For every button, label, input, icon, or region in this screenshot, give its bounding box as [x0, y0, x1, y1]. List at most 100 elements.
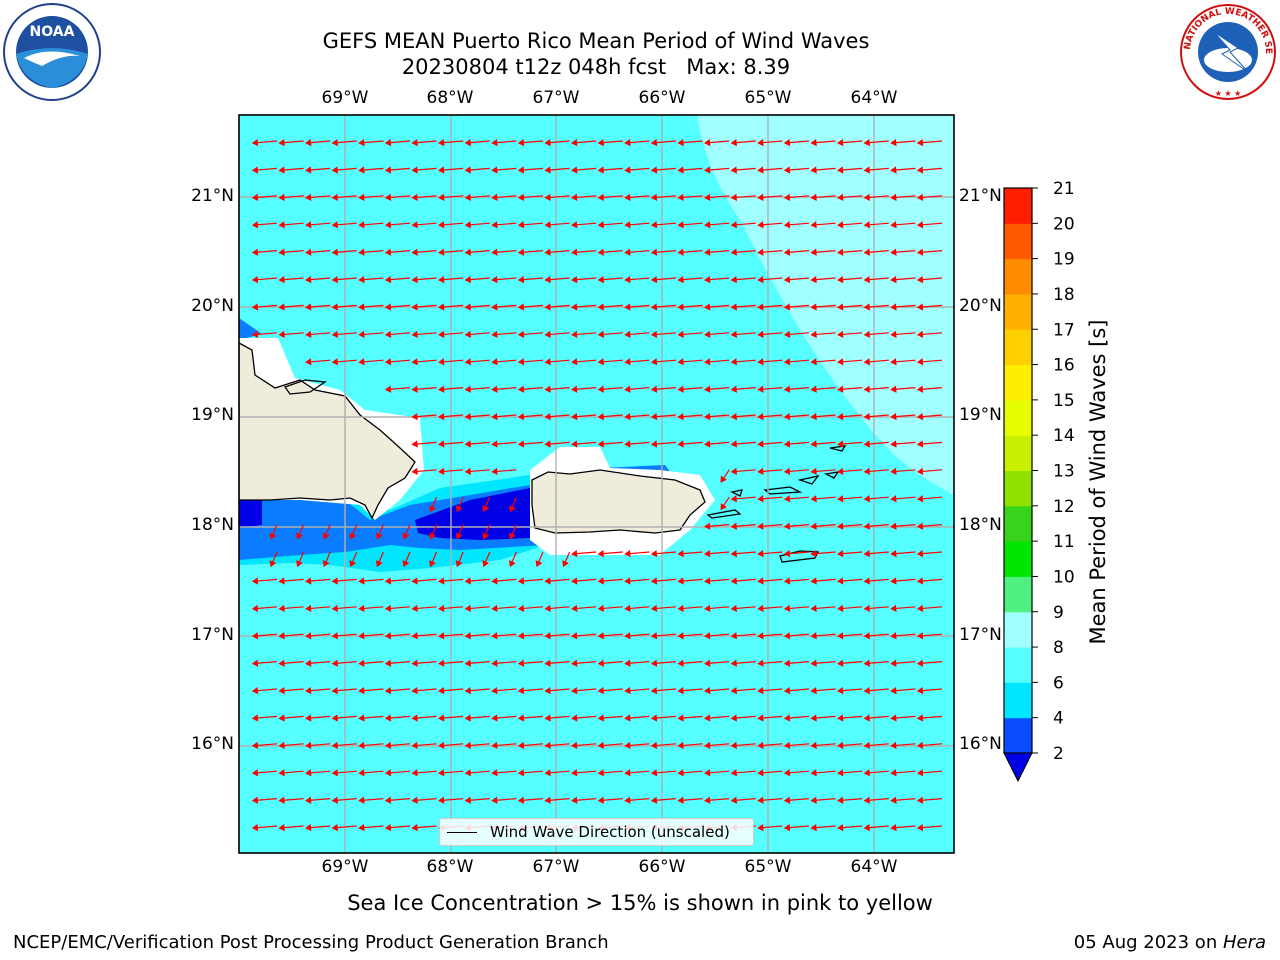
wind-wave-arrowhead: [783, 577, 791, 585]
wind-wave-arrowhead: [331, 193, 338, 202]
lat-label-left-16n: 16°N: [191, 734, 234, 754]
wind-wave-arrowhead: [783, 522, 791, 530]
wind-wave-direction-arrows: [251, 138, 943, 832]
wind-wave-arrowhead: [464, 796, 471, 804]
wind-wave-arrowhead: [916, 769, 924, 777]
wind-wave-arrowhead: [597, 330, 604, 339]
colorbar-segment: [1004, 717, 1032, 754]
vieques-island: [706, 509, 742, 519]
wind-wave-arrowhead: [650, 686, 658, 695]
wind-wave-arrowhead: [810, 495, 817, 503]
wind-wave-arrowhead: [358, 166, 365, 174]
wind-wave-arrowhead: [730, 138, 737, 147]
wind-wave-arrowhead: [411, 166, 418, 174]
wind-wave-arrowhead: [837, 604, 844, 613]
wind-wave-arrowhead: [544, 358, 551, 366]
wind-wave-arrowhead: [358, 741, 365, 750]
wind-wave-arrowhead: [837, 659, 844, 667]
wind-wave-arrowhead: [305, 330, 312, 339]
colorbar-tick-label: 20: [1053, 214, 1075, 234]
wind-wave-arrowhead: [863, 495, 870, 503]
wind-wave-arrowhead: [890, 495, 897, 503]
wind-wave-arrowhead: [278, 275, 285, 284]
colorbar-tick-label: 2: [1053, 744, 1064, 764]
wind-wave-arrowhead: [429, 560, 436, 568]
legend-line-swatch: [447, 831, 477, 833]
wind-wave-arrowhead: [597, 275, 604, 284]
wind-wave-arrowhead: [544, 193, 551, 202]
wind-wave-arrowhead: [305, 303, 312, 311]
wind-wave-arrowhead: [384, 358, 392, 366]
wind-wave-arrowhead: [305, 796, 312, 804]
wind-wave-arrowhead: [916, 275, 924, 284]
wind-wave-arrowhead: [916, 632, 924, 640]
wind-wave-arrowhead: [438, 275, 445, 284]
colorbar-tick-label: 9: [1053, 603, 1064, 623]
wind-wave-arrowhead: [757, 495, 764, 503]
wind-wave-arrowhead: [863, 303, 870, 311]
wind-wave-arrowhead: [464, 248, 471, 256]
wind-wave-arrowhead: [916, 248, 924, 256]
wind-wave-arrowhead: [624, 796, 631, 804]
wind-wave-arrowhead: [783, 632, 791, 640]
wind-wave-arrowhead: [251, 659, 259, 667]
wind-wave-arrowhead: [624, 330, 631, 339]
wind-wave-arrowhead: [571, 549, 578, 558]
wind-wave-arrowhead: [544, 577, 551, 585]
wind-wave-arrowhead: [677, 221, 684, 229]
wind-wave-arrowhead: [597, 440, 604, 448]
wind-wave-arrowhead: [730, 769, 737, 777]
wind-wave-arrowhead: [438, 138, 445, 147]
wind-wave-arrowhead: [358, 577, 365, 585]
wind-wave-arrowhead: [544, 440, 551, 448]
wind-wave-arrowhead: [890, 769, 897, 777]
wind-wave-arrowhead: [517, 193, 525, 202]
wind-wave-arrowhead: [863, 522, 870, 530]
wind-wave-arrowhead: [730, 275, 737, 284]
wind-wave-arrowhead: [278, 714, 285, 722]
wind-wave-arrowhead: [517, 796, 525, 804]
wind-wave-arrowhead: [677, 632, 684, 640]
wind-wave-arrowhead: [837, 303, 844, 311]
wind-wave-arrowhead: [624, 138, 631, 147]
wind-wave-arrowhead: [810, 796, 817, 804]
wind-wave-arrowhead: [677, 741, 684, 750]
wind-wave-arrowhead: [783, 166, 791, 174]
wind-wave-arrowhead: [704, 769, 711, 777]
wind-wave-arrowhead: [837, 248, 844, 256]
wind-wave-arrowhead: [544, 330, 551, 339]
wind-wave-arrowhead: [278, 823, 285, 832]
wind-wave-arrowhead: [730, 686, 737, 695]
wind-wave-arrowhead: [517, 659, 525, 667]
wind-wave-arrowhead: [491, 303, 498, 311]
wind-wave-arrowhead: [384, 221, 392, 229]
wind-wave-arrowhead: [278, 138, 285, 147]
wind-wave-arrowhead: [491, 166, 498, 174]
wind-wave-arrowhead: [837, 138, 844, 147]
wind-wave-arrowhead: [544, 769, 551, 777]
wind-wave-arrowhead: [730, 467, 737, 476]
wind-wave-arrowhead: [517, 686, 525, 695]
wind-wave-arrowhead: [331, 632, 338, 640]
wind-wave-arrowhead: [491, 412, 498, 421]
wind-wave-arrowhead: [331, 769, 338, 777]
wind-wave-arrowhead: [650, 549, 658, 558]
wind-wave-arrowhead: [730, 303, 737, 311]
wind-wave-arrowhead: [916, 440, 924, 448]
wind-wave-arrowhead: [571, 741, 578, 750]
wind-wave-arrowhead: [571, 440, 578, 448]
wind-wave-arrowhead: [278, 604, 285, 613]
wind-wave-arrowhead: [704, 659, 711, 667]
wind-wave-arrowhead: [464, 193, 471, 202]
wind-wave-arrowhead: [837, 522, 844, 530]
wind-wave-arrowhead: [384, 193, 392, 202]
wind-wave-arrowhead: [863, 467, 870, 476]
wind-wave-arrowhead: [384, 385, 392, 393]
wind-wave-arrowhead: [810, 358, 817, 366]
wind-wave-arrowhead: [757, 714, 764, 722]
wind-wave-arrowhead: [810, 385, 817, 393]
wind-wave-arrowhead: [730, 522, 737, 530]
lat-label-right-17n: 17°N: [959, 625, 1002, 645]
wind-wave-arrowhead: [704, 166, 711, 174]
colorbar-segment: [1004, 611, 1032, 648]
